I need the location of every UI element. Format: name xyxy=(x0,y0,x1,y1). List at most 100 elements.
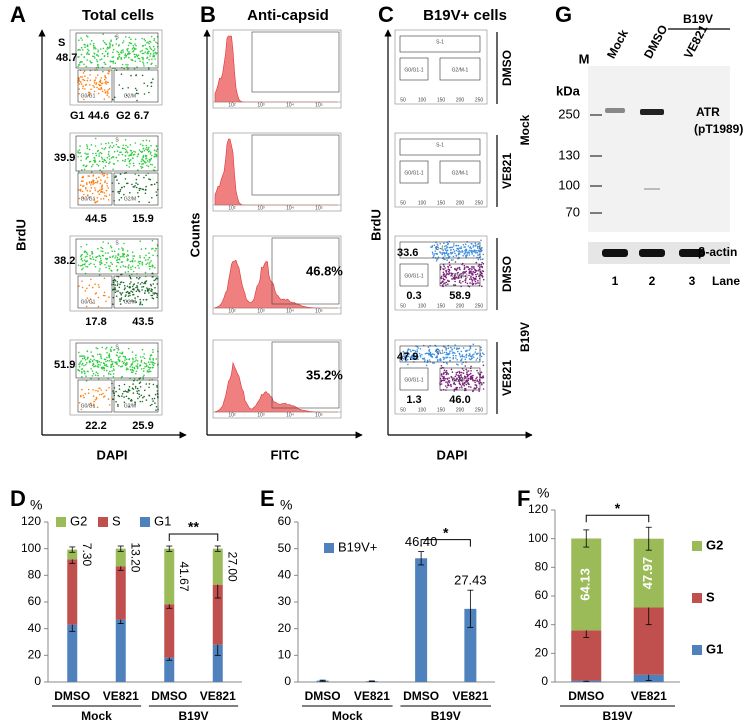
cell-dot xyxy=(455,357,457,359)
legend-label: S xyxy=(706,589,715,604)
cell-dot xyxy=(144,290,147,292)
cell-dot xyxy=(86,44,89,46)
cell-dot xyxy=(412,357,415,359)
cell-dot xyxy=(108,162,110,165)
gate-label: S xyxy=(115,240,119,246)
cell-dot xyxy=(101,171,103,173)
cell-dot xyxy=(443,258,445,261)
cell-dot xyxy=(118,360,121,363)
cell-dot xyxy=(141,264,144,266)
cell-dot xyxy=(83,263,86,266)
cell-dot xyxy=(461,363,463,365)
cell-dot xyxy=(432,362,434,364)
cell-dot xyxy=(116,361,118,363)
cell-dot xyxy=(109,348,112,351)
cell-dot xyxy=(122,265,125,267)
cell-dot xyxy=(117,146,119,148)
gate-label: G0/G1-1 xyxy=(404,170,423,176)
cell-dot xyxy=(447,271,450,273)
cell-dot xyxy=(481,285,483,288)
cell-dot xyxy=(443,253,446,255)
cell-dot xyxy=(111,263,114,266)
cell-dot xyxy=(138,278,140,280)
tick-label: 150 xyxy=(437,97,446,103)
cell-dot xyxy=(127,270,130,273)
cell-dot xyxy=(451,348,453,351)
cell-dot xyxy=(80,246,82,248)
y-tick-label: 60 xyxy=(535,588,549,602)
cell-dot xyxy=(466,266,469,268)
cell-dot xyxy=(77,156,79,158)
cell-dot xyxy=(105,77,107,79)
cell-dot xyxy=(99,257,102,260)
cell-dot xyxy=(95,398,98,400)
bar xyxy=(212,644,223,682)
cell-dot xyxy=(129,191,131,194)
cell-dot xyxy=(91,360,94,363)
cell-dot xyxy=(107,153,110,155)
cell-dot xyxy=(110,157,113,159)
cell-dot xyxy=(94,259,97,262)
cell-dot xyxy=(404,353,407,355)
cell-dot xyxy=(465,255,467,257)
cell-dot xyxy=(114,257,116,259)
cell-dot xyxy=(140,167,143,169)
cell-dot xyxy=(128,166,131,168)
cell-dot xyxy=(143,395,145,398)
cell-dot xyxy=(107,398,110,400)
cell-dot xyxy=(90,184,92,186)
cell-dot xyxy=(92,181,95,183)
cell-dot xyxy=(450,249,452,251)
cell-dot xyxy=(442,271,445,274)
cell-dot xyxy=(83,168,86,171)
cell-dot xyxy=(467,379,469,382)
cell-dot xyxy=(407,363,409,366)
cell-dot xyxy=(140,359,143,362)
cell-dot xyxy=(451,246,454,249)
cell-dot xyxy=(133,255,136,257)
cell-dot xyxy=(82,87,84,90)
cell-dot xyxy=(150,265,152,268)
tick-label: 150 xyxy=(437,303,446,309)
gate xyxy=(113,69,159,103)
cell-dot xyxy=(103,89,106,91)
cell-dot xyxy=(86,59,88,61)
cell-dot xyxy=(470,247,473,250)
cell-dot xyxy=(85,158,87,160)
cell-dot xyxy=(120,73,123,75)
cell-dot xyxy=(146,56,149,59)
significance: * xyxy=(615,500,621,516)
cell-dot xyxy=(144,259,147,261)
cell-dot xyxy=(89,79,92,82)
cell-dot xyxy=(119,190,121,193)
cell-dot xyxy=(148,394,150,397)
cell-dot xyxy=(100,259,102,262)
cell-dot xyxy=(122,248,124,250)
legend-label: G2 xyxy=(70,513,87,528)
cell-dot xyxy=(115,143,118,146)
cell-dot xyxy=(82,197,84,199)
cell-dot xyxy=(131,285,134,288)
group-label: Mock xyxy=(81,709,112,723)
cell-dot xyxy=(455,277,458,279)
cell-dot xyxy=(452,259,454,261)
cell-dot xyxy=(467,373,469,376)
cell-dot xyxy=(155,65,157,67)
cell-dot xyxy=(135,92,138,95)
cell-dot xyxy=(126,290,129,293)
cell-dot xyxy=(110,40,112,43)
cell-dot xyxy=(139,301,142,303)
cell-dot xyxy=(89,84,91,86)
cell-dot xyxy=(143,52,145,55)
group-label: B19V xyxy=(683,12,713,26)
cell-dot xyxy=(147,51,149,53)
cell-dot xyxy=(468,385,470,388)
cell-dot xyxy=(78,64,80,66)
cell-dot xyxy=(156,52,158,54)
cell-dot xyxy=(462,244,465,246)
cell-dot xyxy=(454,261,457,263)
cell-dot xyxy=(103,369,105,372)
cell-dot xyxy=(412,358,414,360)
g1-value: 22.2 xyxy=(85,420,106,432)
cell-dot xyxy=(103,367,106,370)
